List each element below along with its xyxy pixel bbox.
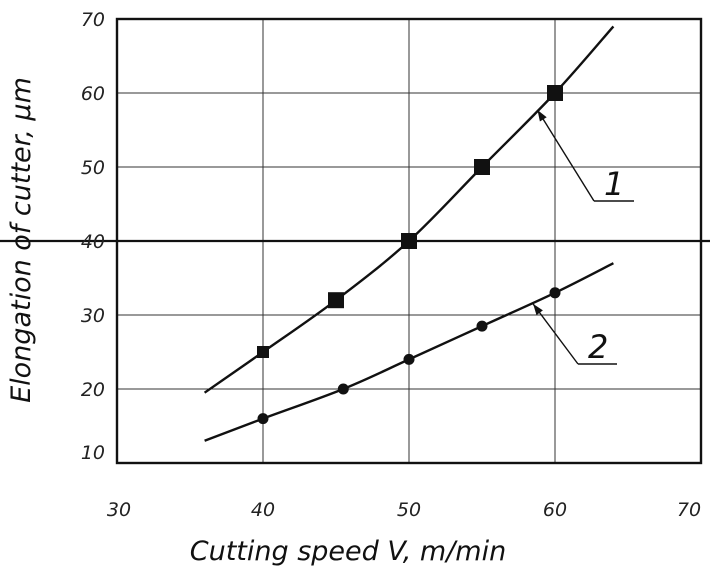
y-tick-label: 10: [81, 442, 105, 464]
series-markers: [257, 85, 563, 425]
series-2-point: [403, 353, 415, 365]
y-tick-label: 70: [81, 9, 105, 31]
annotation-2-label: 2: [588, 328, 608, 366]
x-tick-label: 50: [397, 499, 421, 521]
series-1-point: [328, 292, 344, 309]
series-2-point: [476, 320, 488, 332]
x-tick-label: 30: [107, 499, 131, 521]
series-1-point: [474, 159, 490, 175]
y-tick-label: 40: [81, 231, 105, 253]
y-tick-label: 30: [81, 305, 105, 327]
y-axis-title: Elongation of cutter, μm: [6, 77, 37, 403]
y-tick-label: 60: [81, 83, 105, 105]
series-2-point: [549, 287, 561, 299]
annotation-1-leader: [536, 109, 595, 202]
y-tick-label: 20: [81, 379, 105, 401]
annotation-2-arrowhead: [533, 303, 543, 316]
x-tick-label: 60: [543, 499, 567, 521]
annotation-1-label: 1: [604, 165, 624, 203]
series-2-point: [337, 383, 349, 395]
y-tick-label: 50: [81, 157, 105, 179]
series-1-point: [257, 346, 269, 358]
tick-labels: 30 40 50 60 70 10 20 30 40 50 60 70: [81, 9, 701, 521]
plot-frame: [115, 17, 703, 465]
x-axis-title: Cutting speed V, m/min: [190, 536, 506, 567]
x-tick-label: 70: [677, 499, 701, 521]
series-1-point: [401, 233, 417, 249]
x-tick-label: 40: [251, 499, 275, 521]
curve-annotations: 12: [532, 109, 634, 366]
series-1-point: [547, 85, 563, 101]
annotation-1-arrowhead: [537, 110, 547, 122]
series-2-point: [257, 413, 269, 425]
annotation-2-leader: [532, 303, 579, 365]
